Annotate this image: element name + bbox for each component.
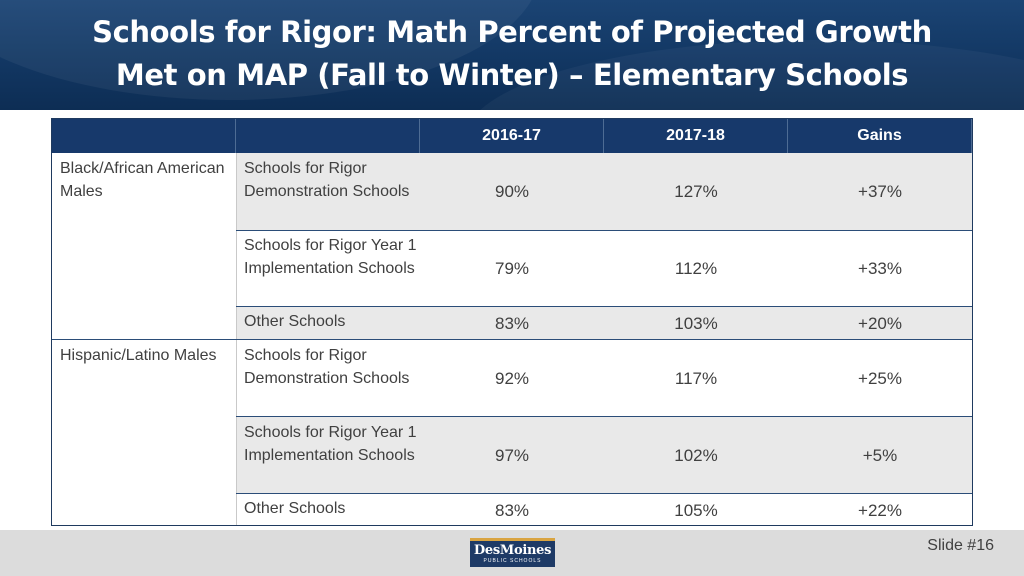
header-cell-group [52,119,236,153]
header-cell-gains: Gains [788,119,972,153]
row-divider [236,493,972,494]
value-2016-17: 97% [494,446,530,465]
value-gain: +33% [858,259,902,278]
header-cell-2016-17: 2016-17 [420,119,604,153]
growth-table: 2016-17 2017-18 Gains Black/African Amer… [51,118,973,526]
table-row-school-type: Schools for Rigor Year 1 Implementation … [244,237,417,277]
value-gain: +5% [862,446,898,465]
value-gain: +37% [858,182,902,201]
row-divider [236,416,972,417]
table-row-school-type: Schools for Rigor Demonstration Schools [244,347,410,387]
footer-bar: DesMoines PUBLIC SCHOOLS Slide #16 [0,530,1024,576]
value-gain: +22% [858,501,902,520]
value-2017-18: 103% [674,314,718,333]
value-2016-17: 83% [494,501,530,520]
value-2017-18: 117% [674,369,718,388]
table-row-school-type: Schools for Rigor Year 1 Implementation … [244,424,417,464]
header-cell-school-type [236,119,420,153]
table-row-school-type: Other Schools [244,313,346,330]
value-2016-17: 90% [494,182,530,201]
header-cell-2017-18: 2017-18 [604,119,788,153]
des-moines-public-schools-logo: DesMoines PUBLIC SCHOOLS [470,538,555,567]
row-background [236,153,972,230]
group-label-hispanic-latino-males: Hispanic/Latino Males [60,347,217,364]
slide-title-line-2: Met on MAP (Fall to Winter) – Elementary… [115,58,909,92]
value-2017-18: 105% [674,501,718,520]
slide-title-line-1: Schools for Rigor: Math Percent of Proje… [92,15,932,49]
slide-title: Schools for Rigor: Math Percent of Proje… [40,11,984,97]
value-2016-17: 79% [494,259,530,278]
value-2016-17: 92% [494,369,530,388]
value-gain: +25% [858,369,902,388]
title-banner: Schools for Rigor: Math Percent of Proje… [0,0,1024,110]
value-gain: +20% [858,314,902,333]
row-divider [236,306,972,307]
group-label-black-african-american-males: Black/African American Males [60,160,225,200]
group-divider [52,339,972,340]
table-row-school-type: Schools for Rigor Demonstration Schools [244,160,410,200]
logo-subtitle: PUBLIC SCHOOLS [483,558,542,564]
value-2017-18: 112% [674,259,718,278]
slide-number: Slide #16 [927,537,994,554]
row-divider [236,230,972,231]
logo-wordmark: DesMoines [473,543,552,558]
row-background [236,417,972,493]
value-2016-17: 83% [494,314,530,333]
row-background [236,307,972,339]
value-2017-18: 102% [674,446,718,465]
value-2017-18: 127% [674,182,718,201]
table-row-school-type: Other Schools [244,500,346,517]
